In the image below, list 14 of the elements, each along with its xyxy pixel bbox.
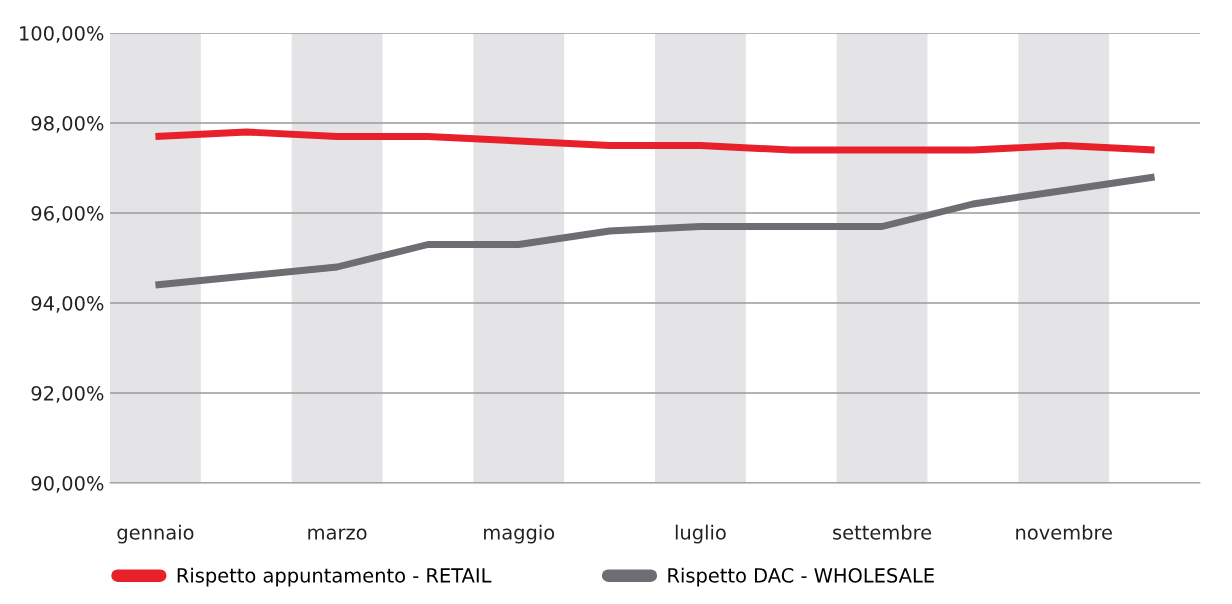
y-tick-label: 96,00% — [31, 205, 104, 223]
legend-label: Rispetto DAC - WHOLESALE — [668, 567, 934, 587]
x-tick-label: maggio — [484, 524, 555, 544]
x-tick-label: luglio — [675, 524, 726, 544]
y-tick-label: 100,00% — [20, 25, 104, 43]
y-tick-label: 90,00% — [31, 475, 104, 493]
y-tick-label: 92,00% — [31, 385, 104, 403]
x-tick-label: marzo — [308, 528, 367, 540]
x-tick-label: gennaio — [117, 524, 194, 544]
legend-label: Rispetto appuntamento - RETAIL — [177, 567, 492, 587]
y-tick-label: 94,00% — [31, 295, 104, 313]
x-tick-label: settembre — [833, 524, 932, 540]
x-tick-label: novembre — [1016, 524, 1112, 540]
y-tick-label: 98,00% — [31, 115, 104, 133]
